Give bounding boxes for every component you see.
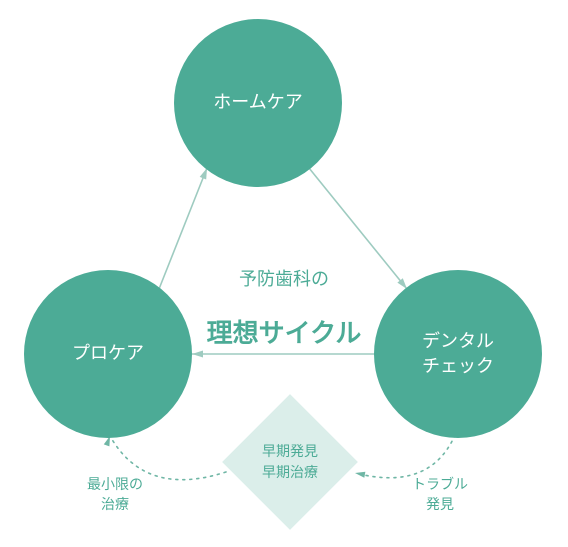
annot-minimal-treatment: 最小限の 治療 xyxy=(55,474,175,515)
node-dental-check-label: デンタル チェック xyxy=(422,329,494,379)
edge-dental-to-diamond xyxy=(355,435,455,478)
node-dental-check: デンタル チェック xyxy=(374,270,542,438)
node-home-care-label: ホームケア xyxy=(213,90,302,115)
diagram-stage: 予防歯科の 理想サイクル ホームケア デンタル チェック プロケア 早期発見 早… xyxy=(0,0,568,547)
diamond-early-detection: 早期発見 早期治療 xyxy=(242,414,338,510)
node-home-care: ホームケア xyxy=(174,19,342,187)
annot-trouble-found: トラブル 発見 xyxy=(380,474,500,515)
node-pro-care: プロケア xyxy=(24,270,192,438)
node-pro-care-label: プロケア xyxy=(72,341,144,366)
diamond-label: 早期発見 早期治療 xyxy=(262,441,318,483)
